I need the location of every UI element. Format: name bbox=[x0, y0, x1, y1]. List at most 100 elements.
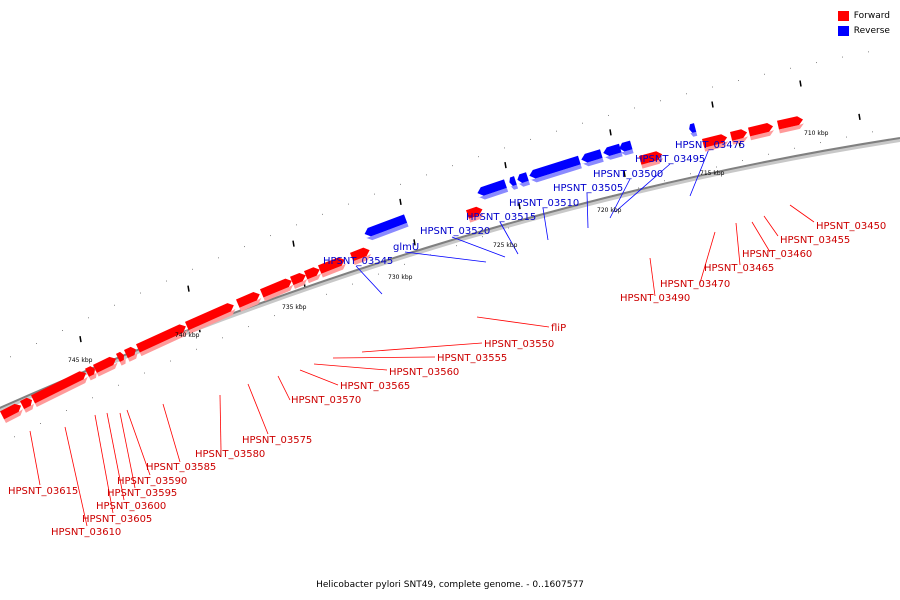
gene-hpsnt-03580[interactable] bbox=[184, 301, 237, 334]
gene-label-hpsnt-03560[interactable]: HPSNT_03560 bbox=[389, 367, 459, 378]
gene-hpsnt-03460[interactable] bbox=[729, 128, 749, 145]
gene-hpsnt-03615[interactable] bbox=[19, 396, 36, 413]
gene-label-glmu[interactable]: glmU bbox=[393, 242, 419, 253]
leader-line bbox=[499, 221, 519, 255]
minor-tick bbox=[296, 224, 297, 226]
minor-tick bbox=[322, 213, 323, 215]
gene-hpsnt-03465[interactable] bbox=[701, 133, 729, 152]
gene-hpsnt-03595[interactable] bbox=[116, 351, 128, 366]
gene-hpsnt-03560[interactable] bbox=[304, 265, 323, 284]
gene-label-hpsnt-03470[interactable]: HPSNT_03470 bbox=[660, 279, 730, 290]
gene-features bbox=[0, 115, 805, 423]
minor-tick bbox=[716, 166, 717, 168]
gene-hpsnt-03585[interactable] bbox=[135, 322, 189, 357]
gene-hpsnt-03555[interactable] bbox=[317, 256, 348, 278]
kbp-label-730: 730 kbp bbox=[388, 274, 413, 281]
minor-tick bbox=[478, 156, 479, 158]
gene-hpsnt-03550[interactable] bbox=[349, 246, 373, 265]
gene-hpsnt-03605[interactable] bbox=[84, 365, 99, 381]
leader-line bbox=[586, 192, 589, 229]
gene-label-hpsnt-03585[interactable]: HPSNT_03585 bbox=[146, 462, 216, 473]
gene-label-flip[interactable]: fliP bbox=[551, 323, 566, 334]
gene-label-hpsnt-03615[interactable]: HPSNT_03615 bbox=[8, 486, 78, 497]
forward-swatch bbox=[837, 10, 849, 21]
gene-label-hpsnt-03600[interactable]: HPSNT_03600 bbox=[96, 501, 166, 512]
minor-tick bbox=[66, 410, 67, 412]
minor-tick bbox=[634, 107, 635, 109]
leader-line bbox=[649, 257, 656, 297]
gene-hpsnt-03510[interactable] bbox=[528, 155, 582, 184]
gene-hpsnt-03495[interactable] bbox=[618, 140, 634, 157]
leader-line bbox=[751, 221, 771, 253]
minor-tick bbox=[10, 356, 11, 358]
gene-hpsnt-03520[interactable] bbox=[508, 176, 519, 190]
gene-hpsnt-03600[interactable] bbox=[92, 355, 120, 377]
major-tick bbox=[799, 80, 802, 87]
gene-hpsnt-03575[interactable] bbox=[236, 290, 263, 312]
gene-label-hpsnt-03595[interactable]: HPSNT_03595 bbox=[107, 488, 177, 499]
gene-hpsnt-03500[interactable] bbox=[602, 143, 623, 161]
minor-tick bbox=[456, 245, 457, 247]
kbp-label-720: 720 kbp bbox=[597, 207, 622, 214]
gene-hpsnt-03515[interactable] bbox=[516, 172, 531, 188]
gene-label-hpsnt-03580[interactable]: HPSNT_03580 bbox=[195, 449, 265, 460]
gene-label-hpsnt-03570[interactable]: HPSNT_03570 bbox=[291, 395, 361, 406]
leader-line bbox=[126, 409, 151, 476]
gene-label-hpsnt-03450[interactable]: HPSNT_03450 bbox=[816, 221, 886, 232]
gene-glmu[interactable] bbox=[476, 179, 509, 201]
gene-label-hpsnt-03590[interactable]: HPSNT_03590 bbox=[117, 476, 187, 487]
major-tick bbox=[609, 129, 612, 136]
gene-label-hpsnt-03475[interactable]: HPSNT_03475 bbox=[675, 140, 745, 151]
gene-label-hpsnt-03500[interactable]: HPSNT_03500 bbox=[593, 169, 663, 180]
gene-hpsnt-03590[interactable] bbox=[123, 345, 140, 362]
gene-label-hpsnt-03510[interactable]: HPSNT_03510 bbox=[509, 198, 579, 209]
leader-line bbox=[404, 251, 487, 263]
gene-label-hpsnt-03555[interactable]: HPSNT_03555 bbox=[437, 353, 507, 364]
minor-tick bbox=[790, 67, 791, 69]
gene-hpsnt-03565[interactable] bbox=[289, 271, 309, 289]
gene-label-hpsnt-03520[interactable]: HPSNT_03520 bbox=[420, 226, 490, 237]
gene-label-hpsnt-03550[interactable]: HPSNT_03550 bbox=[484, 339, 554, 350]
gene-label-hpsnt-03465[interactable]: HPSNT_03465 bbox=[704, 263, 774, 274]
gene-hpsnt-03490[interactable] bbox=[638, 150, 664, 169]
minor-tick bbox=[582, 122, 583, 124]
gene-label-hpsnt-03490[interactable]: HPSNT_03490 bbox=[620, 293, 690, 304]
minor-tick bbox=[556, 130, 557, 132]
gene-hpsnt-03570[interactable] bbox=[259, 277, 295, 302]
minor-tick bbox=[820, 142, 821, 144]
leader-line bbox=[106, 412, 125, 501]
gene-hpsnt-03450[interactable] bbox=[776, 115, 805, 134]
gene-hpsnt-03475[interactable] bbox=[688, 123, 698, 137]
minor-tick bbox=[326, 293, 327, 295]
kbp-label-745: 745 kbp bbox=[68, 357, 93, 364]
major-tick bbox=[399, 198, 402, 206]
minor-tick bbox=[608, 114, 609, 116]
reverse-swatch bbox=[837, 25, 849, 36]
gene-flip[interactable] bbox=[465, 205, 485, 223]
leader-line bbox=[332, 356, 436, 359]
minor-tick bbox=[348, 203, 349, 205]
kbp-label-735: 735 kbp bbox=[282, 304, 307, 311]
gene-label-hpsnt-03515[interactable]: HPSNT_03515 bbox=[466, 212, 536, 223]
gene-label-hpsnt-03495[interactable]: HPSNT_03495 bbox=[635, 154, 705, 165]
gene-hpsnt-03610[interactable] bbox=[31, 369, 90, 408]
gene-label-hpsnt-03565[interactable]: HPSNT_03565 bbox=[340, 381, 410, 392]
minor-tick bbox=[374, 193, 375, 195]
minor-tick bbox=[248, 326, 249, 328]
gene-label-hpsnt-03545[interactable]: HPSNT_03545 bbox=[323, 256, 393, 267]
gene-hpsnt-03545[interactable] bbox=[363, 214, 409, 242]
gene-hpsnt-03505[interactable] bbox=[580, 149, 604, 167]
gene-label-hpsnt-03575[interactable]: HPSNT_03575 bbox=[242, 435, 312, 446]
major-tick bbox=[504, 161, 507, 169]
gene-hpsnt-03620[interactable] bbox=[0, 402, 25, 423]
gene-label-hpsnt-03455[interactable]: HPSNT_03455 bbox=[780, 235, 850, 246]
gene-label-hpsnt-03505[interactable]: HPSNT_03505 bbox=[553, 183, 623, 194]
gene-label-hpsnt-03460[interactable]: HPSNT_03460 bbox=[742, 249, 812, 260]
gene-label-hpsnt-03605[interactable]: HPSNT_03605 bbox=[82, 514, 152, 525]
gene-hpsnt-03455[interactable] bbox=[748, 122, 775, 141]
gene-label-hpsnt-03610[interactable]: HPSNT_03610 bbox=[51, 527, 121, 538]
minor-tick bbox=[378, 273, 379, 275]
minor-tick bbox=[88, 317, 89, 319]
legend-item-forward: Forward bbox=[837, 8, 890, 23]
